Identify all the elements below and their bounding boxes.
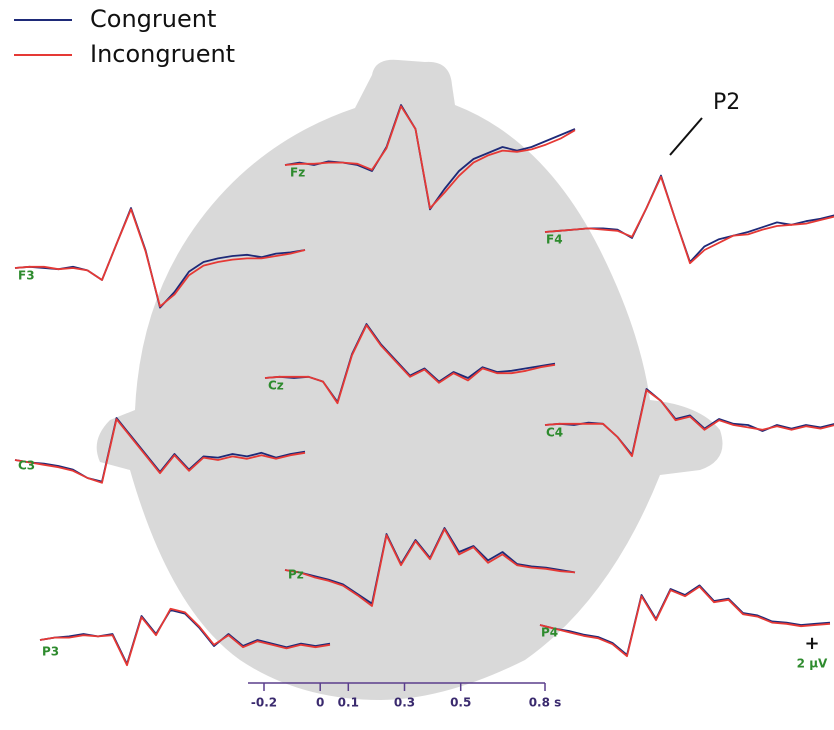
x-tick-label: 0.5 [450, 696, 471, 710]
channel-label: Pz [288, 568, 304, 582]
channel-label: P3 [42, 645, 59, 659]
head-outline [97, 60, 723, 700]
x-tick-label: 0.8 s [529, 696, 562, 710]
channel-label: C3 [18, 459, 35, 473]
x-tick-label: 0 [316, 696, 324, 710]
legend-label: Congruent [90, 5, 216, 33]
x-tick-label: -0.2 [251, 696, 277, 710]
channel-label: F4 [546, 233, 563, 247]
chart: Congruent Incongruent P2 + 2 µV Fz F4 F3 Cz… [0, 0, 834, 726]
scale-sign: + [804, 633, 819, 654]
x-tick-label: 0.1 [338, 696, 359, 710]
channel-label: C4 [546, 426, 563, 440]
scale-label: 2 µV [797, 657, 828, 671]
channel-label: F3 [18, 269, 35, 283]
annotation: P2 [713, 90, 740, 115]
channel-label: Fz [290, 166, 305, 180]
channel-label: Cz [268, 379, 284, 393]
channel-label: P4 [541, 626, 558, 640]
annotation-line [670, 118, 702, 155]
legend-label: Incongruent [90, 40, 235, 68]
x-tick-label: 0.3 [394, 696, 415, 710]
